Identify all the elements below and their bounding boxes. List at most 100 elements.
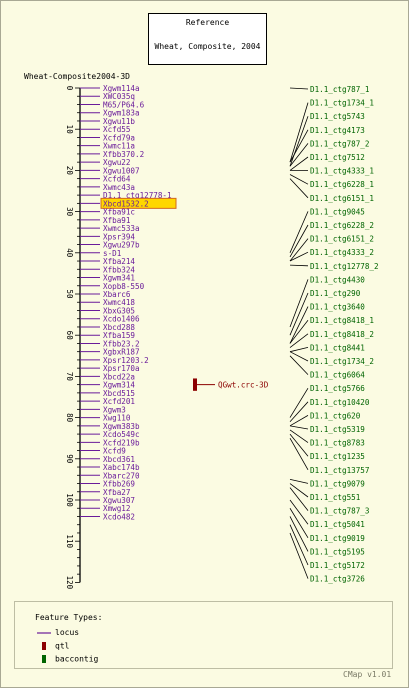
locus-label[interactable]: Xpsr394 (103, 232, 135, 241)
locus-label[interactable]: Xpsr170a (103, 364, 140, 373)
contig-label[interactable]: D1.1_ctg787_2 (310, 139, 369, 148)
locus-label[interactable]: s-D1 (103, 249, 122, 258)
locus-label[interactable]: Xopb8-550 (103, 282, 145, 291)
locus-label[interactable]: Xgwu307 (103, 496, 135, 505)
contig-label[interactable]: D1.1_ctg1235 (310, 452, 365, 461)
locus-label[interactable]: Xbcd22a (103, 372, 135, 381)
contig-label[interactable]: D1.1_ctg5743 (310, 112, 365, 121)
locus-label[interactable]: Xbarc270 (103, 471, 140, 480)
locus-label[interactable]: Xcfd79a (103, 133, 135, 142)
contig-label[interactable]: D1.1_ctg6151_1 (310, 194, 374, 203)
locus-label[interactable]: Xbcd1532.2 (103, 199, 149, 208)
contig-label[interactable]: D1.1_ctg9019 (310, 534, 365, 543)
locus-label[interactable]: Xfbb23.2 (103, 339, 140, 348)
locus-label[interactable]: Xgwu1007 (103, 166, 140, 175)
locus-label[interactable]: Xbcd288 (103, 323, 135, 332)
axis-tick-label: 40 (65, 248, 74, 258)
contig-label[interactable]: D1.1_ctg7512 (310, 153, 365, 162)
locus-label[interactable]: Xcfd201 (103, 397, 135, 406)
locus-label[interactable]: Xfbb269 (103, 480, 135, 489)
locus-label[interactable]: Xabc174b (103, 463, 140, 472)
axis-tick-label: 60 (65, 331, 74, 341)
locus-label[interactable]: M65/P64.6 (103, 100, 145, 109)
contig-label[interactable]: D1.1_ctg8441 (310, 343, 365, 352)
qtl-bar[interactable] (193, 378, 197, 391)
locus-label[interactable]: Xcdo1406 (103, 315, 140, 324)
contig-label[interactable]: D1.1_ctg620 (310, 411, 361, 420)
locus-label[interactable]: Xfba91 (103, 216, 131, 225)
contig-label[interactable]: D1.1_ctg6228_1 (310, 180, 374, 189)
contig-label[interactable]: D1.1_ctg8418_1 (310, 316, 374, 325)
contig-label[interactable]: D1.1_ctg4430 (310, 275, 365, 284)
contig-label[interactable]: D1.1_ctg551 (310, 493, 361, 502)
contig-label[interactable]: D1.1_ctg1734_2 (310, 357, 374, 366)
correspondence-line (289, 355, 309, 375)
locus-label[interactable]: Xwg110 (103, 414, 131, 423)
locus-label[interactable]: XWC035q (103, 92, 135, 101)
locus-label[interactable]: Xbarc6 (103, 290, 131, 299)
locus-label[interactable]: Xgwu22 (103, 158, 130, 167)
locus-label[interactable]: Xgwm183a (103, 109, 140, 118)
contig-label[interactable]: D1.1_ctg6151_2 (310, 235, 374, 244)
locus-label[interactable]: Xgwm341 (103, 274, 135, 283)
contig-label[interactable]: D1.1_ctg9079 (310, 479, 365, 488)
locus-label[interactable]: Xwmc43a (103, 183, 135, 192)
contig-label[interactable]: D1.1_ctg5766 (310, 384, 365, 393)
locus-label[interactable]: Xcdo549c (103, 430, 140, 439)
locus-label[interactable]: Xcdo482 (103, 512, 135, 521)
reference-box[interactable]: Reference Wheat, Composite, 2004 (148, 13, 267, 65)
contig-label[interactable]: D1.1_ctg12778_2 (310, 262, 379, 271)
axis-tick-label: 120 (65, 576, 74, 590)
locus-label[interactable]: Xfba91c (103, 208, 135, 217)
locus-label[interactable]: Xcfd219b (103, 438, 140, 447)
contig-label[interactable]: D1.1_ctg4333_2 (310, 248, 374, 257)
locus-label[interactable]: Xfba159 (103, 331, 135, 340)
map-title[interactable]: Wheat-Composite2004-3D (24, 72, 130, 81)
locus-label[interactable]: Xpsr1203.2 (103, 356, 149, 365)
locus-label[interactable]: Xfbb324 (103, 265, 135, 274)
contig-label[interactable]: D1.1_ctg8783 (310, 439, 365, 448)
locus-label[interactable]: Xcfd55 (103, 125, 130, 134)
contig-label[interactable]: D1.1_ctg13757 (310, 466, 369, 475)
contig-label[interactable]: D1.1_ctg8418_2 (310, 330, 374, 339)
locus-label[interactable]: Xbcd361 (103, 455, 135, 464)
locus-label[interactable]: Xbcd515 (103, 389, 135, 398)
contig-label[interactable]: D1.1_ctg4333_1 (310, 167, 374, 176)
contig-label[interactable]: D1.1_ctg787_3 (310, 507, 369, 516)
contig-label[interactable]: D1.1_ctg4173 (310, 126, 365, 135)
correspondence-line (289, 479, 309, 484)
contig-label[interactable]: D1.1_ctg6064 (310, 371, 365, 380)
locus-label[interactable]: Xmwg12 (103, 504, 130, 513)
locus-label[interactable]: Xwmc418 (103, 298, 135, 307)
contig-label[interactable]: D1.1_ctg290 (310, 289, 361, 298)
locus-label[interactable]: XgbxR187 (103, 348, 140, 357)
locus-label[interactable]: Xgwm114a (103, 84, 140, 93)
locus-label[interactable]: Xcfd9 (103, 447, 126, 456)
locus-label[interactable]: Xgwu297b (103, 241, 140, 250)
locus-label[interactable]: Xfbb370.2 (103, 150, 144, 159)
locus-label[interactable]: D1.1_ctg12778-1 (103, 191, 172, 200)
locus-label[interactable]: Xgwu11b (103, 117, 135, 126)
contig-label[interactable]: D1.1_ctg10420 (310, 398, 370, 407)
locus-label[interactable]: Xwmc533a (103, 224, 140, 233)
contig-label[interactable]: D1.1_ctg5195 (310, 547, 365, 556)
locus-label[interactable]: Xwmc11a (103, 142, 135, 151)
locus-label[interactable]: Xgwm383b (103, 422, 140, 431)
correspondence-line (289, 415, 309, 427)
locus-label[interactable]: Xgwm3 (103, 405, 126, 414)
contig-label[interactable]: D1.1_ctg5041 (310, 520, 365, 529)
contig-label[interactable]: D1.1_ctg3726 (310, 575, 365, 584)
contig-label[interactable]: D1.1_ctg9045 (310, 207, 365, 216)
locus-label[interactable]: Xcfd64 (103, 175, 131, 184)
contig-label[interactable]: D1.1_ctg5172 (310, 561, 365, 570)
contig-label[interactable]: D1.1_ctg5319 (310, 425, 365, 434)
locus-label[interactable]: XbxG305 (103, 306, 135, 315)
locus-label[interactable]: Xgwm314 (103, 381, 135, 390)
contig-label[interactable]: D1.1_ctg6228_2 (310, 221, 374, 230)
qtl-label[interactable]: QGwt.crc-3D (218, 381, 269, 390)
locus-label[interactable]: Xfba27 (103, 488, 130, 497)
contig-label[interactable]: D1.1_ctg1734_1 (310, 99, 374, 108)
contig-label[interactable]: D1.1_ctg3640 (310, 303, 365, 312)
contig-label[interactable]: D1.1_ctg787_1 (310, 85, 370, 94)
locus-label[interactable]: Xfba214 (103, 257, 135, 266)
